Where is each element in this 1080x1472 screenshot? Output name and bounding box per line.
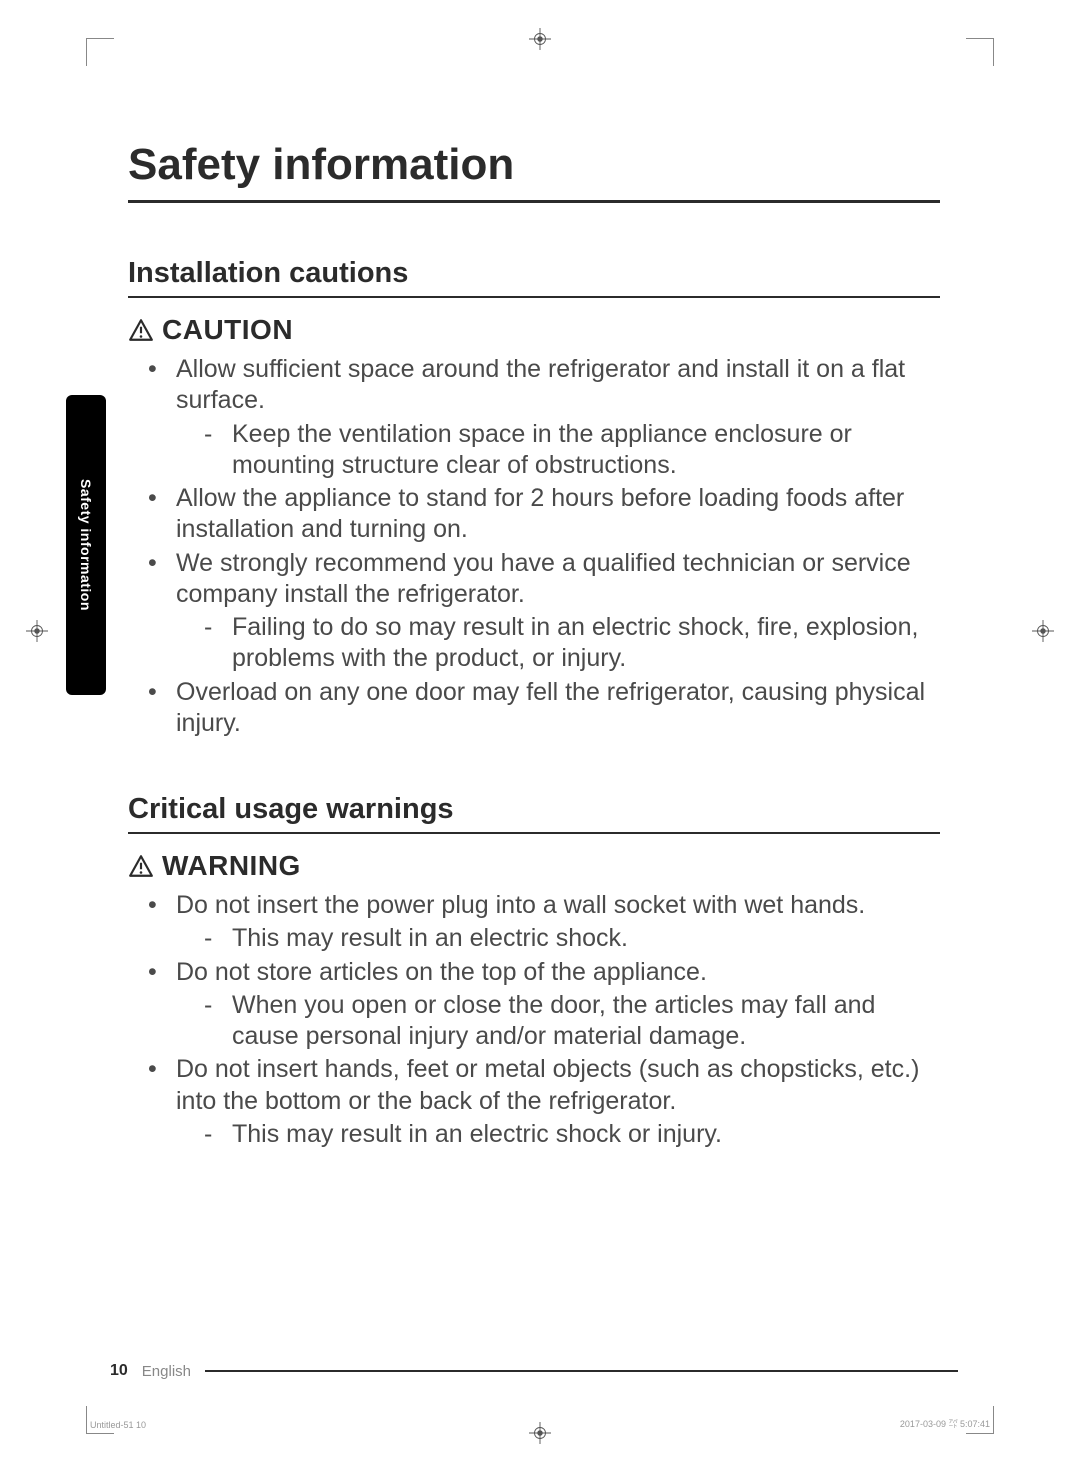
- crop-mark: [86, 38, 114, 66]
- item-text: Overload on any one door may fell the re…: [176, 678, 925, 737]
- sub-item: Failing to do so may result in an electr…: [200, 612, 940, 675]
- sub-item: This may result in an electric shock or …: [200, 1119, 940, 1150]
- caution-list: Allow sufficient space around the refrig…: [128, 354, 940, 739]
- section-title-installation: Installation cautions: [128, 257, 940, 298]
- footer-rule: [205, 1370, 958, 1372]
- section-title-usage: Critical usage warnings: [128, 793, 940, 834]
- print-meta-left: Untitled-51 10: [90, 1420, 146, 1430]
- side-tab: Safety information: [66, 395, 106, 695]
- item-text: We strongly recommend you have a qualifi…: [176, 549, 911, 608]
- item-text: Do not insert the power plug into a wall…: [176, 891, 865, 919]
- list-item: Overload on any one door may fell the re…: [136, 677, 940, 740]
- registration-mark-icon: [1032, 620, 1054, 642]
- list-item: Allow sufficient space around the refrig…: [136, 354, 940, 481]
- caution-label: CAUTION: [162, 314, 293, 346]
- page-content: Safety information Installation cautions…: [128, 140, 940, 1152]
- list-item: We strongly recommend you have a qualifi…: [136, 548, 940, 675]
- sub-item: Keep the ventilation space in the applia…: [200, 419, 940, 482]
- list-item: Do not store articles on the top of the …: [136, 957, 940, 1053]
- warning-label: WARNING: [162, 850, 301, 882]
- list-item: Do not insert hands, feet or metal objec…: [136, 1054, 940, 1150]
- list-item: Do not insert the power plug into a wall…: [136, 890, 940, 955]
- item-text: Allow sufficient space around the refrig…: [176, 355, 905, 414]
- sub-item: This may result in an electric shock.: [200, 923, 940, 954]
- caution-row: CAUTION: [128, 314, 940, 346]
- side-tab-label: Safety information: [78, 479, 94, 611]
- page-footer: 10 English: [110, 1362, 958, 1380]
- item-text: Do not insert hands, feet or metal objec…: [176, 1055, 919, 1114]
- item-text: Do not store articles on the top of the …: [176, 958, 707, 986]
- item-text: Allow the appliance to stand for 2 hours…: [176, 484, 904, 543]
- registration-mark-icon: [529, 28, 551, 50]
- registration-mark-icon: [529, 1422, 551, 1444]
- sub-item: When you open or close the door, the art…: [200, 990, 940, 1053]
- crop-mark: [966, 38, 994, 66]
- warning-row: WARNING: [128, 850, 940, 882]
- print-meta-right: 2017-03-09 ㌀ 5:07:41: [900, 1417, 990, 1430]
- list-item: Allow the appliance to stand for 2 hours…: [136, 483, 940, 546]
- warning-list: Do not insert the power plug into a wall…: [128, 890, 940, 1150]
- warning-icon: [128, 853, 154, 879]
- page-title: Safety information: [128, 140, 940, 203]
- page-number: 10: [110, 1362, 128, 1380]
- registration-mark-icon: [26, 620, 48, 642]
- caution-icon: [128, 317, 154, 343]
- footer-language: English: [142, 1363, 191, 1380]
